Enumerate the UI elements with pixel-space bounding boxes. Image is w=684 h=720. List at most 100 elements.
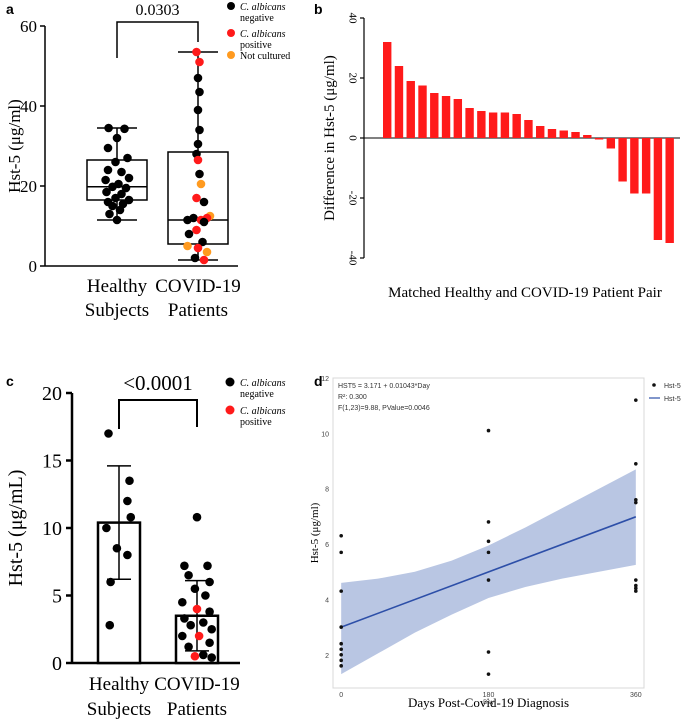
data-point <box>634 586 638 591</box>
legend-entry-label: Not cultured <box>240 51 290 62</box>
legend-entry-line: negative <box>240 13 274 24</box>
data-point <box>123 550 132 560</box>
x-category-label: Patients <box>168 300 228 321</box>
data-point <box>634 500 638 505</box>
data-point <box>199 197 209 207</box>
bar <box>641 138 651 194</box>
data-point <box>486 650 491 654</box>
bar <box>665 138 674 243</box>
bar <box>394 66 404 138</box>
x-category-label: Subjects <box>87 699 151 720</box>
data-point <box>112 215 122 225</box>
data-point <box>186 620 195 630</box>
data-point <box>207 624 216 634</box>
y-tick-label: 40 <box>346 13 358 25</box>
data-point <box>180 614 189 623</box>
legend-marker <box>227 29 235 37</box>
x-category-label: Subjects <box>85 300 149 321</box>
panel-letter-a: a <box>6 1 14 17</box>
data-point <box>106 577 115 587</box>
data-point <box>123 496 132 506</box>
data-point <box>339 652 343 657</box>
data-point <box>103 165 113 175</box>
data-point <box>184 229 194 239</box>
p-value-label: 0.0303 <box>136 2 180 19</box>
data-point <box>115 205 125 215</box>
x-category-label: COVID-19 <box>155 276 241 297</box>
regression-line <box>340 516 637 628</box>
data-point <box>634 583 638 588</box>
legend-entry-label: C. albicans negative <box>240 378 286 400</box>
data-point <box>339 625 343 629</box>
legend-entry-line: Not cultured <box>240 51 290 62</box>
bar <box>477 111 486 138</box>
panel-letter-b: b <box>314 1 323 17</box>
data-point <box>123 153 132 163</box>
y-tick-label: 0 <box>29 257 38 276</box>
bar <box>536 126 545 138</box>
y-tick-label: 20 <box>346 73 358 85</box>
legend-label: Hst-5 <box>664 383 681 390</box>
data-point <box>339 533 343 538</box>
data-point <box>195 169 204 179</box>
data-point <box>193 155 203 165</box>
data-point <box>120 124 129 134</box>
legend-marker <box>227 2 235 10</box>
data-point <box>190 584 200 594</box>
data-point <box>184 570 193 580</box>
legend-marker-point <box>652 383 656 387</box>
y-axis-title: Difference in Hst-5 (μg/ml) <box>322 55 338 221</box>
bar <box>418 85 427 138</box>
data-point <box>195 87 204 97</box>
data-point <box>205 638 214 648</box>
legend-entry-label: C. albicans positive <box>240 29 286 51</box>
data-point <box>178 631 187 641</box>
data-point <box>201 591 210 600</box>
data-point <box>193 139 203 149</box>
legend: Hst-5 Hst-5 <box>649 383 681 403</box>
y-tick-label: -40 <box>346 251 358 266</box>
y-axis-title: Hst-5 (μg/ml) <box>309 502 321 563</box>
data-point <box>205 607 214 616</box>
data-point <box>192 604 202 614</box>
data-point <box>486 520 491 524</box>
bar <box>653 138 663 240</box>
legend-entry-line: positive <box>240 40 272 51</box>
legend-entry-label: C. albicans negative <box>240 2 286 24</box>
data-point <box>105 620 115 630</box>
x-tick-label: 180 <box>483 692 495 699</box>
data-point <box>198 237 207 247</box>
y-tick-label: 10 <box>42 518 62 540</box>
bar <box>465 108 474 138</box>
data-point <box>193 243 203 253</box>
data-point <box>103 143 113 153</box>
y-tick-label: 12 <box>321 376 329 383</box>
bar <box>406 81 415 138</box>
data-point <box>121 183 131 193</box>
y-tick-label: 8 <box>325 487 329 494</box>
data-point <box>199 217 209 227</box>
y-tick-label: 5 <box>52 586 62 608</box>
legend-marker <box>227 51 235 59</box>
bar <box>441 96 451 138</box>
y-tick-label: 0 <box>52 653 62 675</box>
panel-b-chart: 40 20 0 -20 -40 Difference in Hst-5 (μg/ml) Ma… <box>322 13 680 301</box>
legend-entry-line: positive <box>240 417 272 428</box>
data-point <box>184 642 193 652</box>
bar <box>618 138 627 182</box>
bar <box>594 138 604 140</box>
x-axis-title: Matched Healthy and COVID-19 Patient Pai… <box>388 285 662 301</box>
y-tick-label: 2 <box>325 653 329 660</box>
data-point <box>339 589 343 593</box>
significance-bracket <box>116 21 199 58</box>
y-tick-label: 15 <box>42 451 62 473</box>
y-axis-title: Hst-5 (μg/mL) <box>5 470 27 587</box>
y-tick-label: 0 <box>346 135 358 141</box>
data-point <box>112 133 122 143</box>
panel-letter-d: d <box>314 373 323 389</box>
data-point <box>193 73 203 83</box>
data-point <box>207 653 216 662</box>
